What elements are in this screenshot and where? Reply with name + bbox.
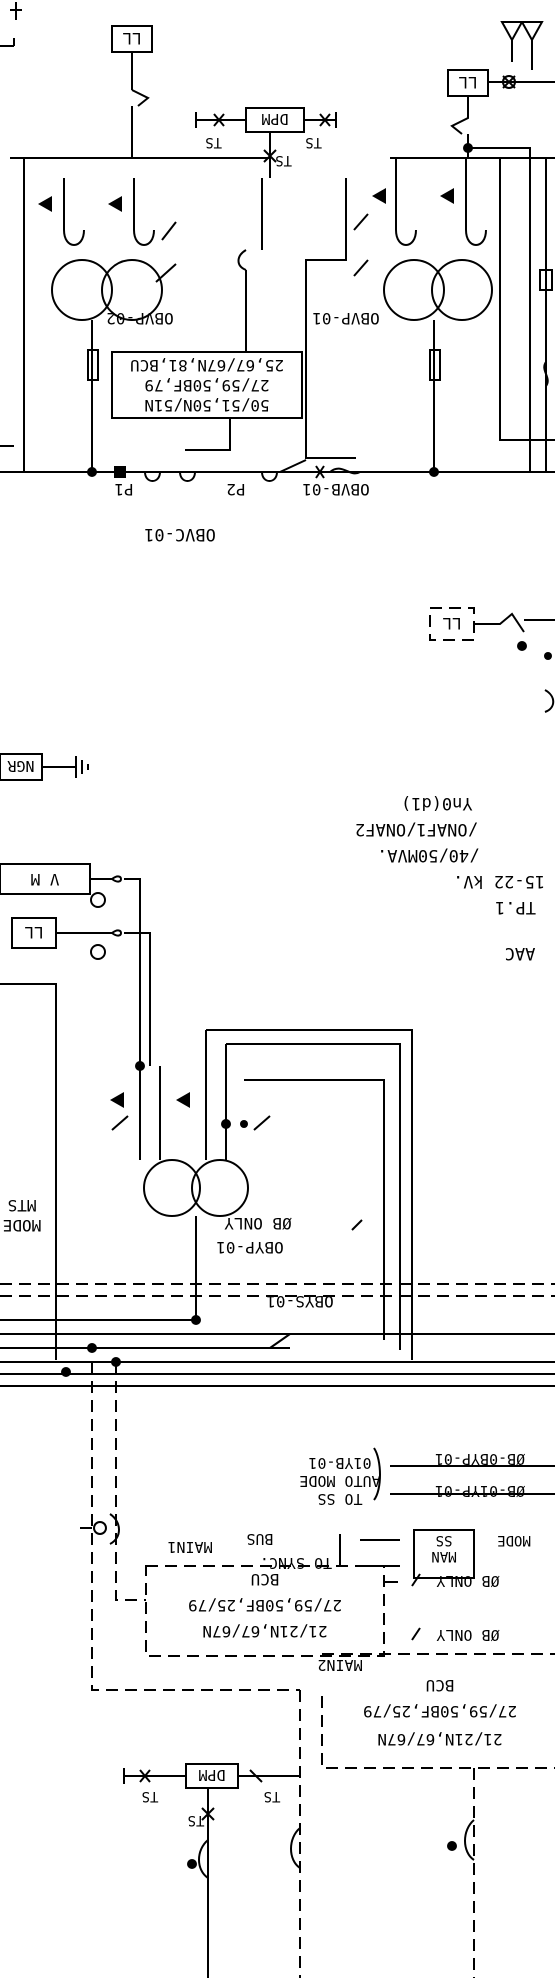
transformer-section: LL Yn0(d1) /ONAF1/ONAF2 /40/50MVA. 15-22… [0, 607, 555, 963]
mts-line-2: MODE [3, 1216, 42, 1235]
ct-p1-square [114, 466, 126, 478]
ll-label-mid: LL [24, 923, 43, 942]
relay-box-top [111, 351, 303, 419]
sel1-a: ØB-01YP-01 [435, 1482, 525, 1500]
sync-box [413, 1529, 475, 1579]
ngr-box [0, 753, 43, 781]
sync-t1: TO SYNC. [260, 1554, 332, 1572]
mts-line-1: MTS [8, 1196, 37, 1215]
tp-line-2: 15-22 kV. [453, 871, 545, 891]
sync-a: MODE [497, 1532, 531, 1548]
ll-box-mid [11, 917, 57, 949]
relay-line-3: 50/51,50N/51N [144, 396, 269, 415]
sel1-t3: 01YB-01 [308, 1454, 371, 1472]
main1-line-1: 21/21N,67/67N [202, 1622, 327, 1641]
ts-bottom-1: TS [142, 1788, 159, 1804]
ct-arrow-4 [440, 188, 454, 204]
ct-arrow-2 [108, 196, 122, 212]
ct-arrow-5 [110, 1092, 124, 1108]
ob-only-1: ØB ONLY [436, 1572, 499, 1590]
main2-line-3: BCU [426, 1676, 455, 1695]
ct-arrow-1 [38, 196, 52, 212]
ob-only-2: ØB ONLY [436, 1626, 499, 1644]
ts-label-3: TS [275, 152, 292, 168]
sync-c: SS [436, 1532, 453, 1548]
vt-mid-name: OBYP-01 [216, 1238, 283, 1257]
vt-right-name: OBVP-01 [312, 309, 379, 328]
sel1-t2: AUTO MODE [299, 1472, 380, 1490]
sync-t2: BUS [246, 1530, 273, 1548]
main1-line-2: 27/59,50BF,25/79 [188, 1596, 342, 1615]
aac-label: AAC [505, 943, 536, 963]
dpm-box-top [245, 107, 305, 133]
breaker-name: OBVB-01 [302, 480, 369, 499]
relay-line-1: 25,67/67N,81,BCU [130, 356, 284, 375]
tp-line-5: Yn0(d1) [401, 793, 473, 813]
main2-line-2: 27/59,50BF,25/79 [363, 1702, 517, 1721]
ts-bottom-3: TS [188, 1812, 205, 1828]
sync-b: MAN [431, 1548, 456, 1564]
tp-line-4: /ONAF1/ONAF2 [355, 819, 478, 839]
main1-line-3: BCU [251, 1570, 280, 1589]
middle-section: V M LL MTS MODE ØB ONLY OBYP-01 OBYS-01 [0, 863, 555, 1387]
ngr-label: NGR [6, 757, 34, 775]
lower-section: 01YB-01 AUTO MODE TO SS ØB-0BYP-01 ØB-01… [80, 1362, 555, 1978]
ts-label-1: TS [205, 134, 222, 150]
ct-arrow-3 [372, 188, 386, 204]
ct-p2: P2 [226, 480, 245, 499]
main2-title: MAIN2 [317, 1656, 362, 1674]
feeder-name: OBVC-01 [144, 524, 216, 544]
dpm-label-bottom: DPM [198, 1766, 225, 1784]
sel1-b: ØB-0BYP-01 [435, 1450, 525, 1468]
tp-line-3: /40/50MVA. [377, 845, 479, 865]
ll-label: LL [122, 29, 141, 48]
transformer-ll: LL [442, 614, 461, 633]
dpm-label-top: DPM [261, 110, 288, 128]
relay-line-2: 27/59,50BF,79 [144, 376, 269, 395]
ct-p1: P1 [114, 480, 133, 499]
ll-label-right: LL [458, 73, 477, 92]
vt-mid-desc: ØB ONLY [224, 1214, 292, 1233]
vt-left-name: OBVP-02 [106, 309, 173, 328]
ct-arrow-6 [176, 1092, 190, 1108]
main2-line-1: 21/21N,67/67N [377, 1730, 502, 1749]
v-meter-label: V M [31, 870, 60, 889]
bus-vt-name: OBYS-01 [266, 1292, 333, 1311]
ts-label-2: TS [305, 134, 322, 150]
ts-bottom-2: TS [264, 1788, 281, 1804]
tp-line-1: TP.1 [495, 897, 536, 917]
sel1-t1: TO SS [317, 1490, 362, 1508]
top-section: LL DPM TS TS TS OBVP-02 25,67/67N,81,BCU… [0, 2, 555, 544]
v-meter-box [0, 863, 91, 895]
main1-title: MAIN1 [167, 1538, 212, 1556]
